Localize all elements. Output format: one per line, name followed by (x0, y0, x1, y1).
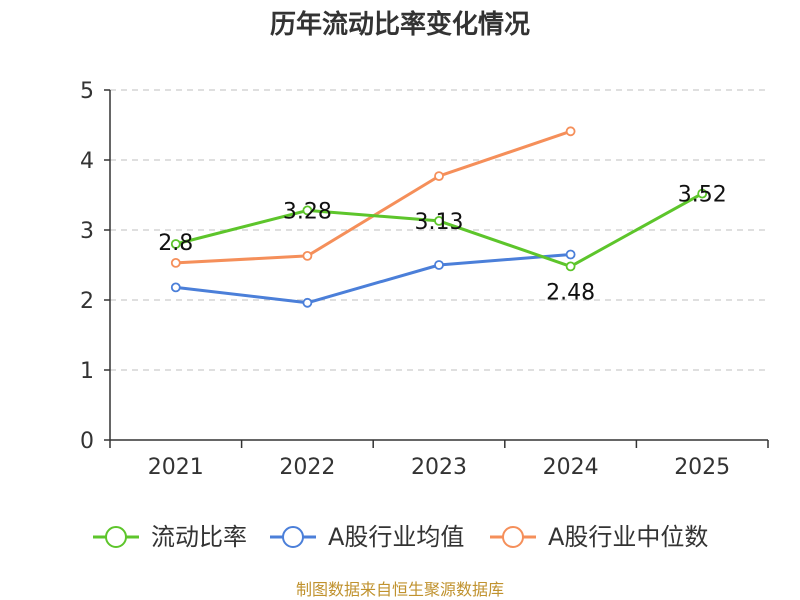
series-line (175, 253, 571, 305)
source-note: 制图数据来自恒生聚源数据库 (296, 580, 504, 599)
data-point (434, 215, 444, 226)
data-point (565, 126, 576, 137)
data-label: 2.8 (158, 231, 193, 256)
legend-label: A股行业中位数 (548, 523, 708, 551)
data-point (302, 250, 313, 261)
series-0 (170, 188, 708, 272)
data-label: 3.13 (415, 210, 464, 235)
chart-title: 历年流动比率变化情况 (270, 9, 530, 40)
legend-label: 流动比率 (151, 523, 247, 551)
data-point (170, 239, 181, 249)
data-point (302, 205, 313, 216)
data-point (302, 297, 313, 308)
data-point (170, 282, 181, 293)
legend-marker (502, 526, 524, 548)
legend: 流动比率 A股行业均值 A股行业中位数 (93, 523, 708, 551)
axes (104, 89, 769, 448)
y-tick-label: 4 (80, 149, 94, 174)
legend-marker (105, 526, 127, 548)
series-1 (170, 249, 576, 308)
legend-item-0: 流动比率 (93, 523, 247, 551)
data-label: 3.52 (678, 183, 727, 208)
y-tick-labels: 0 1 2 3 4 5 (80, 79, 94, 454)
data-label: 2.48 (546, 280, 595, 305)
data-point (565, 249, 576, 260)
data-labels: 2.8 3.28 3.13 2.48 3.52 (158, 183, 726, 306)
x-tick-label: 2023 (411, 455, 467, 480)
data-point (170, 257, 181, 268)
x-tick-label: 2025 (674, 455, 730, 480)
y-tick-label: 5 (80, 79, 94, 104)
series-line (175, 129, 572, 265)
legend-label: A股行业均值 (328, 523, 464, 551)
y-tick-label: 3 (80, 219, 94, 244)
data-point (565, 261, 576, 272)
x-tick-label: 2021 (148, 455, 204, 480)
legend-item-2: A股行业中位数 (490, 523, 708, 551)
series-lines (170, 126, 708, 308)
x-tick-label: 2024 (543, 455, 599, 480)
x-tick-label: 2022 (279, 455, 335, 480)
legend-item-1: A股行业均值 (270, 523, 464, 551)
data-point (697, 188, 708, 199)
y-tick-label: 2 (80, 289, 94, 314)
legend-marker (282, 526, 304, 548)
y-tick-label: 0 (80, 429, 94, 454)
data-point (434, 260, 444, 270)
data-point (434, 171, 444, 182)
x-tick-labels: 2021 2022 2023 2024 2025 (148, 455, 730, 480)
y-tick-label: 1 (80, 359, 94, 384)
data-label: 3.28 (283, 199, 332, 224)
